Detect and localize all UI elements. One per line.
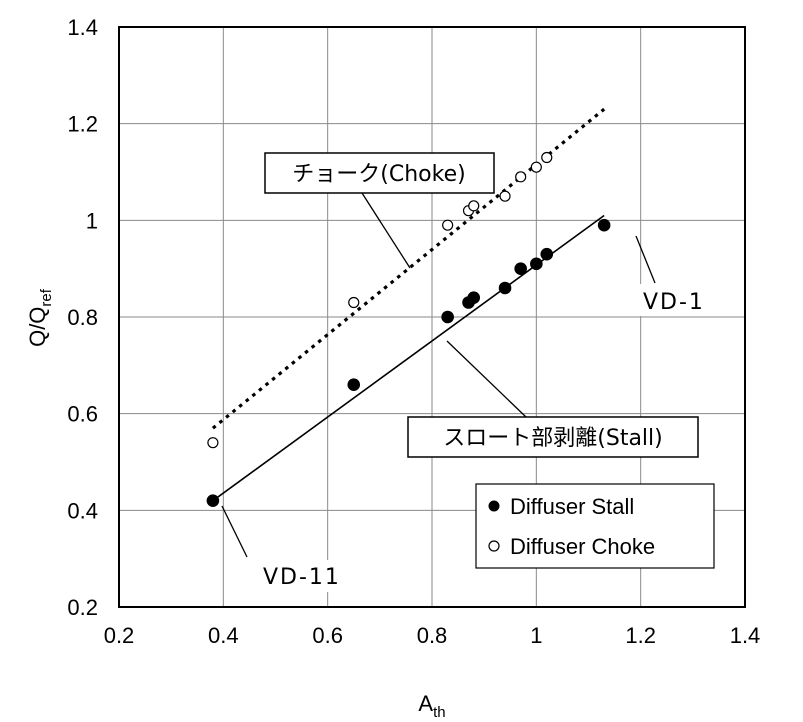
annotation-vd1: VD-1 [635,235,729,316]
annotation-vd11-arrow [221,505,248,558]
y-axis-title: Q/Qref [25,288,55,347]
point-diffuser-choke [530,161,542,173]
point-diffuser-choke [348,296,360,309]
point-diffuser-choke [499,190,511,202]
x-axis-title: Ath [418,691,445,721]
y-tick-label: 0.2 [67,595,98,620]
annotation-stall-arrow [446,340,527,418]
point-diffuser-stall [467,291,481,304]
annotation-stall-box [407,416,699,458]
x-tick-label: 0.8 [417,623,448,648]
point-diffuser-choke [515,171,527,183]
x-tick-label: 1.4 [730,623,761,648]
legend-marker-choke [488,540,500,552]
x-tick-label: 0.2 [104,623,135,648]
legend-marker-stall [488,500,500,512]
point-diffuser-stall [206,494,220,507]
annotation-vd1-bg [639,284,729,316]
y-tick-label: 1 [86,208,98,233]
legend-label-choke: Diffuser Choke [510,534,655,559]
tick-labels: 0.2 0.4 0.6 0.8 1 1.2 1.4 0.2 0.4 0.6 0.8 1 1.2 1.4 [67,15,760,648]
annotation-stall-text: スロート部剥離(Stall) [443,426,662,451]
y-tick-label: 1.4 [67,15,98,40]
y-axis-title-sub: ref [38,288,55,306]
point-diffuser-stall [514,262,527,275]
y-tick-label: 0.8 [67,305,98,330]
annotation-vd1-arrow [635,235,656,284]
annotation-stall: スロート部剥離(Stall) [407,340,699,458]
x-tick-label: 0.4 [208,623,239,648]
point-diffuser-stall [498,281,512,295]
annotation-vd11-bg [260,560,370,592]
annotation-choke: チョーク(Choke) [264,152,495,269]
point-diffuser-choke [442,219,454,231]
annotation-vd11: VD-11 [221,505,370,592]
y-tick-label: 0.6 [67,402,98,427]
point-diffuser-choke [541,151,553,164]
x-tick-label: 1 [530,623,542,648]
annotation-vd11-text: VD-11 [263,565,341,590]
x-axis-title-main: A [418,691,433,716]
x-tick-label: 0.6 [312,623,343,648]
y-tick-label: 0.4 [67,498,98,523]
annotation-choke-box [264,152,495,194]
point-diffuser-stall [540,247,554,261]
annotation-vd1-text: VD-1 [643,290,705,315]
point-diffuser-stall [347,378,361,391]
point-diffuser-choke [207,437,219,449]
point-diffuser-stall [597,218,611,232]
legend: Diffuser Stall Diffuser Choke [475,483,715,569]
x-axis-title-sub: th [433,704,446,721]
x-tick-label: 1.2 [625,623,656,648]
y-axis-title-main: Q/Q [25,307,50,347]
legend-label-stall: Diffuser Stall [510,494,634,519]
grid [119,27,745,607]
point-diffuser-stall [441,310,454,324]
point-diffuser-choke [468,200,480,212]
y-tick-label: 1.2 [67,112,98,137]
point-diffuser-stall [530,257,543,271]
annotation-choke-arrow [361,192,411,269]
plot-frame [118,26,746,608]
annotation-choke-text: チョーク(Choke) [292,162,465,187]
legend-box [475,483,715,569]
data-points [206,151,611,507]
